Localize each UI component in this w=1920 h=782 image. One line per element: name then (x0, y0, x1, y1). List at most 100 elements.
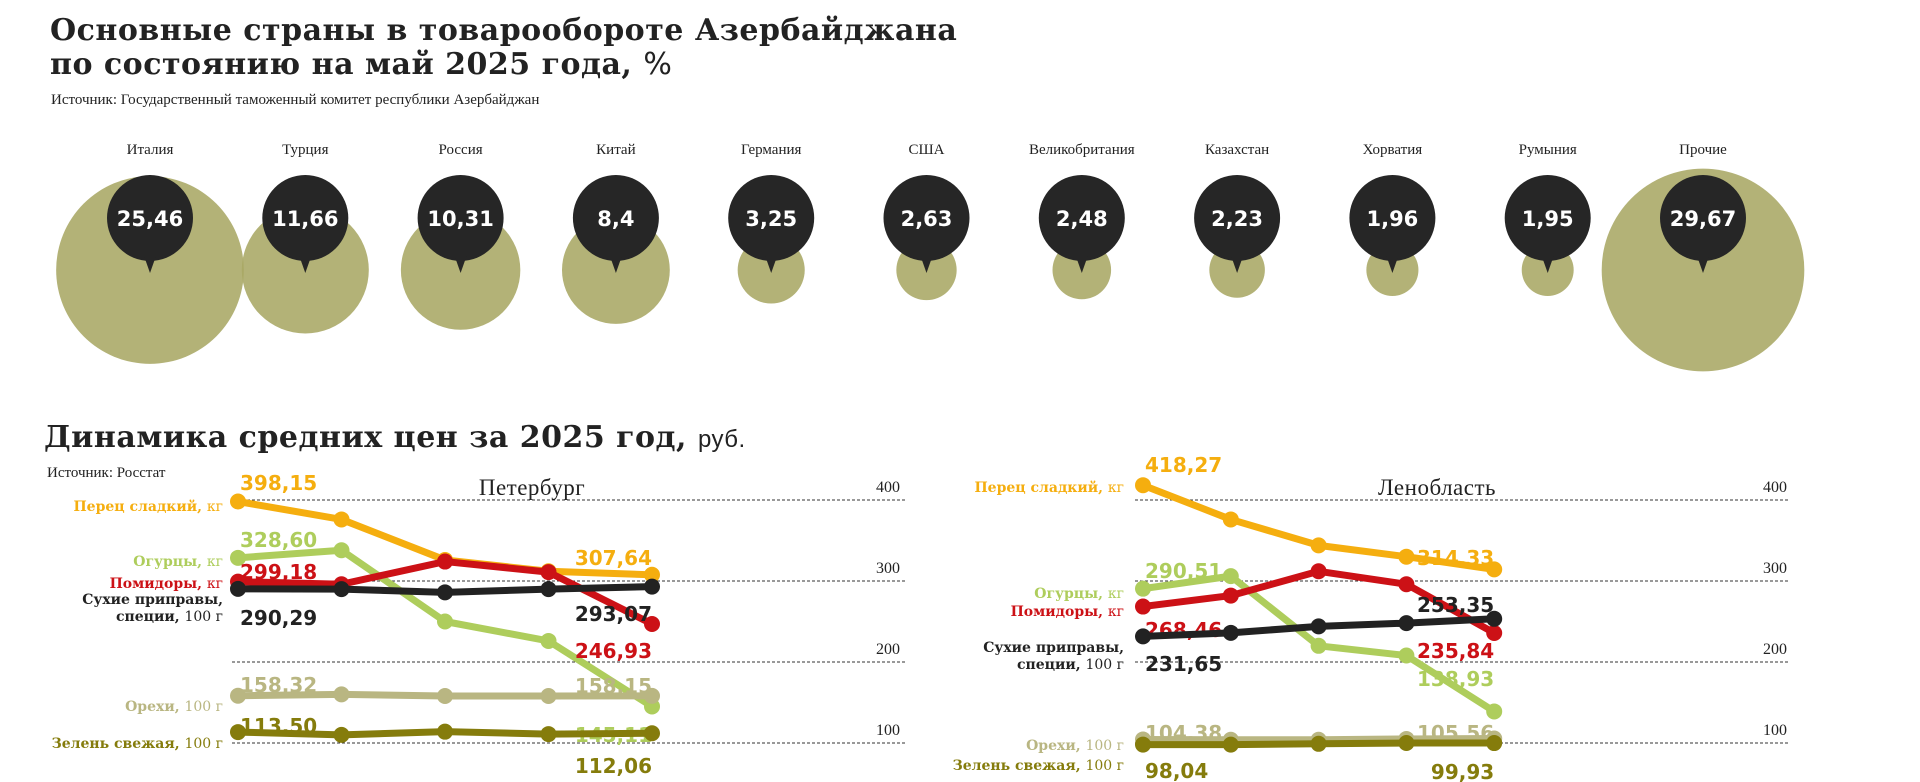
data-point (540, 688, 557, 705)
data-point (644, 566, 660, 583)
chart-subtitle: Петербург (479, 475, 585, 500)
data-point (1135, 736, 1151, 753)
data-point (1135, 598, 1151, 615)
value-marker-pointer (609, 256, 622, 273)
value-marker-pointer (1231, 256, 1244, 273)
bubble-value-label: 10,31 (427, 207, 493, 231)
line-chart-spb: 400 300 200 100 Петербург Перец сладкий, кг 39… (52, 471, 905, 778)
data-point (1222, 568, 1239, 585)
series-name-label: Сухие приправы, (82, 592, 223, 608)
source-note: Источник: Государственный таможенный ком… (51, 92, 540, 108)
y-tick-label: 400 (876, 479, 900, 496)
series-name-label: Зелень свежая, 100 г (52, 736, 223, 752)
data-point (1310, 563, 1327, 580)
value-marker (107, 175, 193, 261)
start-value-label: 328,60 (240, 528, 317, 552)
bubble-country-label: Казахстан (1205, 142, 1269, 158)
bubble-country-label: Россия (439, 142, 483, 158)
data-point (644, 578, 660, 595)
data-point (1398, 548, 1415, 565)
data-point (540, 564, 557, 581)
bubble-country-label: Великобритания (1029, 142, 1135, 158)
bubble-country-label: Хорватия (1363, 142, 1423, 158)
data-point (437, 584, 453, 601)
end-value-label: 112,06 (575, 754, 652, 778)
data-point (1486, 561, 1503, 578)
data-point (230, 687, 246, 704)
data-point (1486, 735, 1503, 752)
series-name-label: специи, 100 г (116, 609, 223, 625)
data-point (1222, 624, 1239, 641)
value-marker-pointer (144, 256, 156, 273)
series-name-label: Огурцы, кг (1034, 586, 1124, 602)
series-name-label: Зелень свежая, 100 г (953, 758, 1124, 774)
data-point (1310, 735, 1327, 752)
y-tick-label: 200 (1763, 641, 1787, 658)
data-point (1398, 576, 1415, 593)
bubble-value-label: 1,96 (1366, 207, 1418, 231)
value-marker-pointer (1075, 256, 1088, 273)
end-value-label: 235,84 (1417, 639, 1494, 663)
bubble-value-label: 3,25 (745, 207, 797, 231)
value-marker-pointer (1541, 256, 1554, 273)
data-point (1310, 537, 1327, 554)
data-point (333, 581, 350, 598)
value-marker (883, 175, 970, 261)
title-unit: % (643, 47, 673, 82)
bubble-value-label: 8,4 (597, 207, 634, 231)
end-value-label: 293,07 (575, 602, 652, 626)
bubble-country-label: Италия (127, 142, 174, 158)
bubble-value-label: 29,67 (1670, 207, 1736, 231)
bubble-country-label: Румыния (1519, 142, 1577, 158)
chart-subtitle: Ленобласть (1378, 475, 1496, 500)
value-marker (1349, 175, 1436, 261)
data-point (540, 632, 557, 649)
series-name-label: специи, 100 г (1017, 657, 1124, 673)
data-point (1486, 703, 1503, 720)
start-value-label: 158,32 (240, 673, 317, 697)
data-point (1310, 637, 1327, 654)
end-value-label: 246,93 (575, 639, 652, 663)
value-marker-pointer (765, 256, 778, 273)
data-point (1398, 615, 1415, 632)
data-point (1486, 624, 1503, 641)
series-name-label: Огурцы, кг (133, 554, 223, 570)
title-line-1: Основные страны в товарообороте Азербайд… (50, 13, 958, 48)
value-marker-pointer (299, 256, 312, 273)
data-point (437, 553, 453, 570)
series-name-label: Орехи, 100 г (1026, 738, 1124, 754)
data-point (644, 687, 660, 704)
value-marker-pointer (920, 256, 933, 273)
data-point (1398, 735, 1415, 751)
y-tick-label: 100 (876, 722, 900, 739)
y-tick-label: 300 (1763, 560, 1787, 577)
data-point (333, 686, 350, 703)
bubble-chart: Италия Турция Россия Китай Германия США Велико… (56, 142, 1805, 372)
bubble-country-label: США (909, 142, 945, 158)
bubble-country-label: Прочие (1679, 142, 1727, 158)
value-marker (1504, 175, 1591, 261)
end-value-label: 314,33 (1417, 546, 1494, 570)
data-point (1398, 647, 1415, 664)
data-point (230, 549, 246, 566)
section-unit: руб. (697, 426, 746, 453)
data-point (644, 725, 660, 742)
data-point (437, 688, 453, 705)
end-value-label: 99,93 (1431, 760, 1494, 782)
data-point (437, 613, 453, 630)
value-marker-pointer (454, 256, 467, 273)
data-point (540, 581, 557, 598)
bubble-country-label: Турция (282, 142, 328, 158)
start-value-label: 231,65 (1145, 652, 1222, 676)
y-tick-label: 400 (1763, 479, 1787, 496)
end-value-label: 253,35 (1417, 593, 1494, 617)
bubble-value-label: 2,48 (1056, 207, 1108, 231)
series-name-label: Сухие приправы, (983, 640, 1124, 656)
series-name-label: Перец сладкий, кг (73, 498, 223, 515)
start-value-label: 290,51 (1145, 559, 1222, 583)
value-marker (1038, 175, 1125, 261)
data-point (333, 511, 350, 528)
page-title: Основные страны в товарообороте Азербайд… (50, 14, 957, 82)
start-value-label: 398,15 (240, 471, 317, 495)
